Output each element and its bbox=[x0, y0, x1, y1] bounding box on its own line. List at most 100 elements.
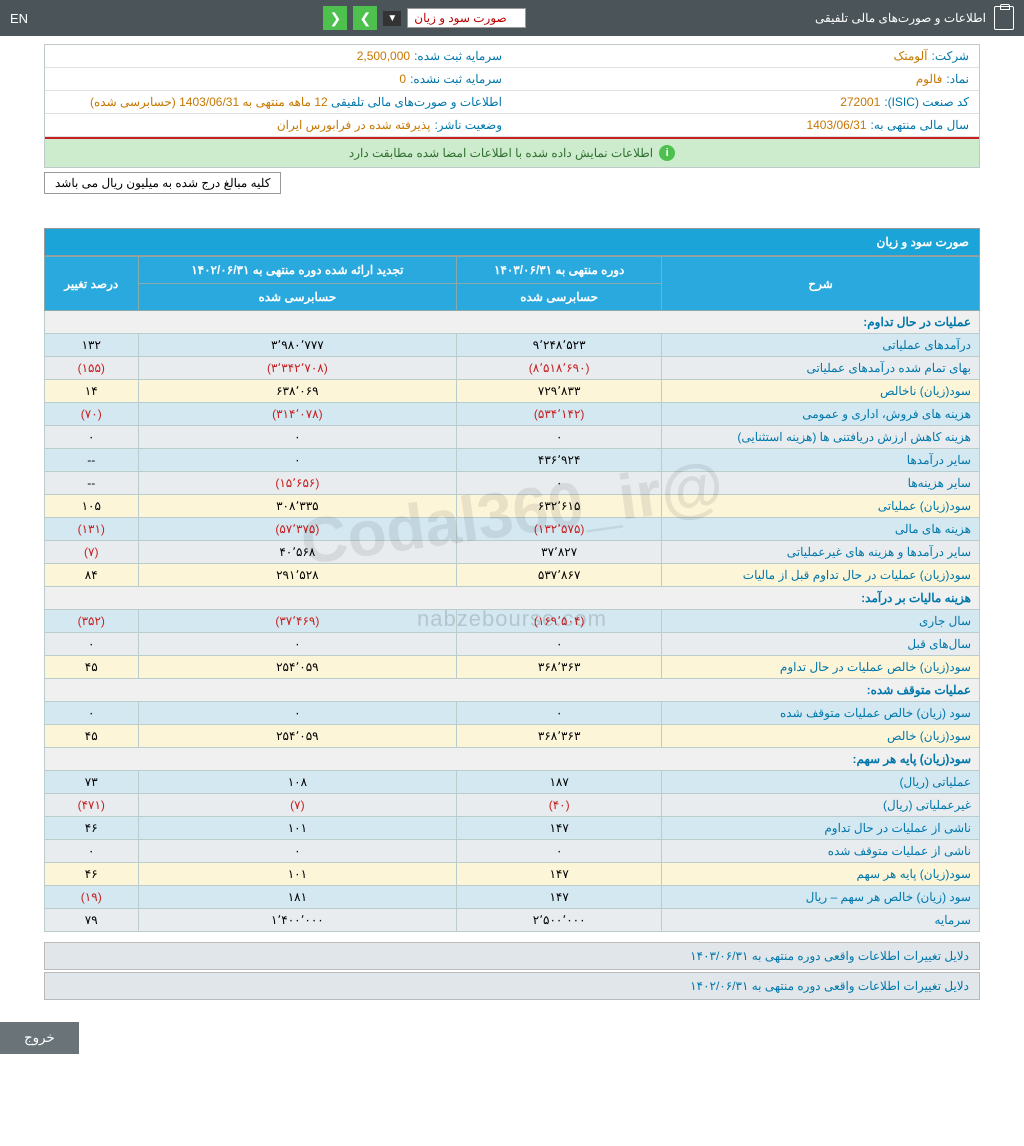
row-change: ۰ bbox=[45, 426, 139, 449]
row-v1: ۰ bbox=[457, 702, 662, 725]
table-row: سال جاری(۱۶۹٬۵۰۴)(۳۷٬۴۶۹)(۳۵۲) bbox=[45, 610, 980, 633]
row-change: (۴۷۱) bbox=[45, 794, 139, 817]
table-row: سود(زیان) پایه هر سهم۱۴۷۱۰۱۴۶ bbox=[45, 863, 980, 886]
row-label: سود(زیان) عملیاتی bbox=[662, 495, 980, 518]
table-row: غیرعملیاتی (ریال)(۴۰)(۷)(۴۷۱) bbox=[45, 794, 980, 817]
row-v1: ۱۴۷ bbox=[457, 886, 662, 909]
row-label: هزینه های فروش، اداری و عمومی bbox=[662, 403, 980, 426]
table-row: بهای تمام شده درآمدهای عملیاتی(۸٬۵۱۸٬۶۹۰… bbox=[45, 357, 980, 380]
row-v2: (۱۵٬۶۵۶) bbox=[138, 472, 457, 495]
row-v1: ۵۳۷٬۸۶۷ bbox=[457, 564, 662, 587]
row-label: سال جاری bbox=[662, 610, 980, 633]
row-change: -- bbox=[45, 449, 139, 472]
row-v1: ۷۲۹٬۸۳۳ bbox=[457, 380, 662, 403]
company-label: شرکت: bbox=[931, 49, 969, 63]
row-label: سود(زیان) ناخالص bbox=[662, 380, 980, 403]
nav-next-button[interactable]: ❯ bbox=[353, 6, 377, 30]
statements-label: اطلاعات و صورت‌های مالی تلفیقی bbox=[331, 95, 502, 109]
row-change: (۱۹) bbox=[45, 886, 139, 909]
lang-toggle[interactable]: EN bbox=[10, 11, 28, 26]
company-value: آلومتک bbox=[894, 49, 928, 63]
row-label: سایر هزینه‌ها bbox=[662, 472, 980, 495]
row-v2: ۲۵۴٬۰۵۹ bbox=[138, 725, 457, 748]
row-change: ۷۳ bbox=[45, 771, 139, 794]
row-v1: ۳۶۸٬۳۶۳ bbox=[457, 656, 662, 679]
row-label: سرمایه bbox=[662, 909, 980, 932]
row-v1: (۱۳۲٬۵۷۵) bbox=[457, 518, 662, 541]
row-label: ناشی از عملیات متوقف شده bbox=[662, 840, 980, 863]
exit-button[interactable]: خروج bbox=[0, 1022, 79, 1054]
row-change: (۷) bbox=[45, 541, 139, 564]
row-v2: ۱۰۱ bbox=[138, 817, 457, 840]
row-change: ۱۴ bbox=[45, 380, 139, 403]
table-row: ناشی از عملیات متوقف شده۰۰۰ bbox=[45, 840, 980, 863]
row-label: غیرعملیاتی (ریال) bbox=[662, 794, 980, 817]
table-row: سرمایه۲٬۵۰۰٬۰۰۰۱٬۴۰۰٬۰۰۰۷۹ bbox=[45, 909, 980, 932]
row-change: ۱۳۲ bbox=[45, 334, 139, 357]
table-row: هزینه مالیات بر درآمد: bbox=[45, 587, 980, 610]
row-header-label: عملیات در حال تداوم: bbox=[45, 311, 980, 334]
table-row: سود(زیان) عملیات در حال تداوم قبل از مال… bbox=[45, 564, 980, 587]
row-label: سود(زیان) پایه هر سهم bbox=[662, 863, 980, 886]
fiscal-label: سال مالی منتهی به: bbox=[871, 118, 969, 132]
row-v1: (۸٬۵۱۸٬۶۹۰) bbox=[457, 357, 662, 380]
report-dropdown[interactable]: صورت سود و زیان bbox=[407, 8, 525, 28]
row-v2: ۲۹۱٬۵۲۸ bbox=[138, 564, 457, 587]
symbol-label: نماد: bbox=[946, 72, 969, 86]
row-v1: ۰ bbox=[457, 472, 662, 495]
nav-prev-button[interactable]: ❮ bbox=[323, 6, 347, 30]
symbol-value: فالوم bbox=[916, 72, 943, 86]
row-v1: ۲٬۵۰۰٬۰۰۰ bbox=[457, 909, 662, 932]
row-v2: ۰ bbox=[138, 449, 457, 472]
row-label: ناشی از عملیات در حال تداوم bbox=[662, 817, 980, 840]
row-change: ۴۶ bbox=[45, 863, 139, 886]
col-period2: تجدید ارائه شده دوره منتهی به ۱۴۰۲/۰۶/۳۱ bbox=[138, 257, 457, 284]
col-audited1: حسابرسی شده bbox=[457, 284, 662, 311]
table-row: سود (زیان) خالص عملیات متوقف شده۰۰۰ bbox=[45, 702, 980, 725]
row-v1: ۹٬۲۴۸٬۵۲۳ bbox=[457, 334, 662, 357]
isic-label: کد صنعت (ISIC): bbox=[884, 95, 969, 109]
match-banner: i اطلاعات نمایش داده شده با اطلاعات امضا… bbox=[45, 137, 979, 167]
info-box: شرکت:آلومتک سرمایه ثبت شده:2,500,000 نما… bbox=[44, 44, 980, 168]
row-v2: ۶۳۸٬۰۶۹ bbox=[138, 380, 457, 403]
row-v2: ۳۰۸٬۳۳۵ bbox=[138, 495, 457, 518]
table-row: هزینه های مالی(۱۳۲٬۵۷۵)(۵۷٬۳۷۵)(۱۳۱) bbox=[45, 518, 980, 541]
row-label: سود(زیان) خالص عملیات در حال تداوم bbox=[662, 656, 980, 679]
row-v2: (۳۷٬۴۶۹) bbox=[138, 610, 457, 633]
capital-unreg-value: 0 bbox=[399, 72, 406, 86]
row-v1: ۰ bbox=[457, 426, 662, 449]
table-row: هزینه های فروش، اداری و عمومی(۵۳۴٬۱۴۲)(۳… bbox=[45, 403, 980, 426]
table-row: سایر درآمدها۴۳۶٬۹۲۴۰-- bbox=[45, 449, 980, 472]
col-change: درصد تغییر bbox=[45, 257, 139, 311]
row-change: (۱۳۱) bbox=[45, 518, 139, 541]
row-v1: ۱۴۷ bbox=[457, 863, 662, 886]
row-change: ۱۰۵ bbox=[45, 495, 139, 518]
topbar-title: اطلاعات و صورت‌های مالی تلفیقی bbox=[815, 11, 986, 25]
table-row: سود(زیان) پایه هر سهم: bbox=[45, 748, 980, 771]
row-v2: ۱۸۱ bbox=[138, 886, 457, 909]
isic-value: 272001 bbox=[840, 95, 880, 109]
table-row: سایر درآمدها و هزینه های غیرعملیاتی۳۷٬۸۲… bbox=[45, 541, 980, 564]
row-change: ۰ bbox=[45, 702, 139, 725]
row-v2: ۰ bbox=[138, 702, 457, 725]
row-v1: ۳۶۸٬۳۶۳ bbox=[457, 725, 662, 748]
table-row: عملیات در حال تداوم: bbox=[45, 311, 980, 334]
row-change: -- bbox=[45, 472, 139, 495]
row-v1: ۰ bbox=[457, 840, 662, 863]
row-header-label: هزینه مالیات بر درآمد: bbox=[45, 587, 980, 610]
row-change: ۴۵ bbox=[45, 656, 139, 679]
row-v2: ۱۰۸ bbox=[138, 771, 457, 794]
row-v2: (۷) bbox=[138, 794, 457, 817]
row-change: ۷۹ bbox=[45, 909, 139, 932]
row-v2: ۴۰٬۵۶۸ bbox=[138, 541, 457, 564]
table-row: سود (زیان) خالص هر سهم – ریال۱۴۷۱۸۱(۱۹) bbox=[45, 886, 980, 909]
row-v1: (۴۰) bbox=[457, 794, 662, 817]
row-v1: (۵۳۴٬۱۴۲) bbox=[457, 403, 662, 426]
table-row: سود(زیان) خالص عملیات در حال تداوم۳۶۸٬۳۶… bbox=[45, 656, 980, 679]
col-audited2: حسابرسی شده bbox=[138, 284, 457, 311]
table-row: هزینه کاهش ارزش دریافتنی ها (هزینه استثن… bbox=[45, 426, 980, 449]
row-change: ۸۴ bbox=[45, 564, 139, 587]
dropdown-caret-icon[interactable]: ▼ bbox=[383, 11, 401, 26]
row-label: درآمدهای عملیاتی bbox=[662, 334, 980, 357]
row-v2: (۳۱۴٬۰۷۸) bbox=[138, 403, 457, 426]
